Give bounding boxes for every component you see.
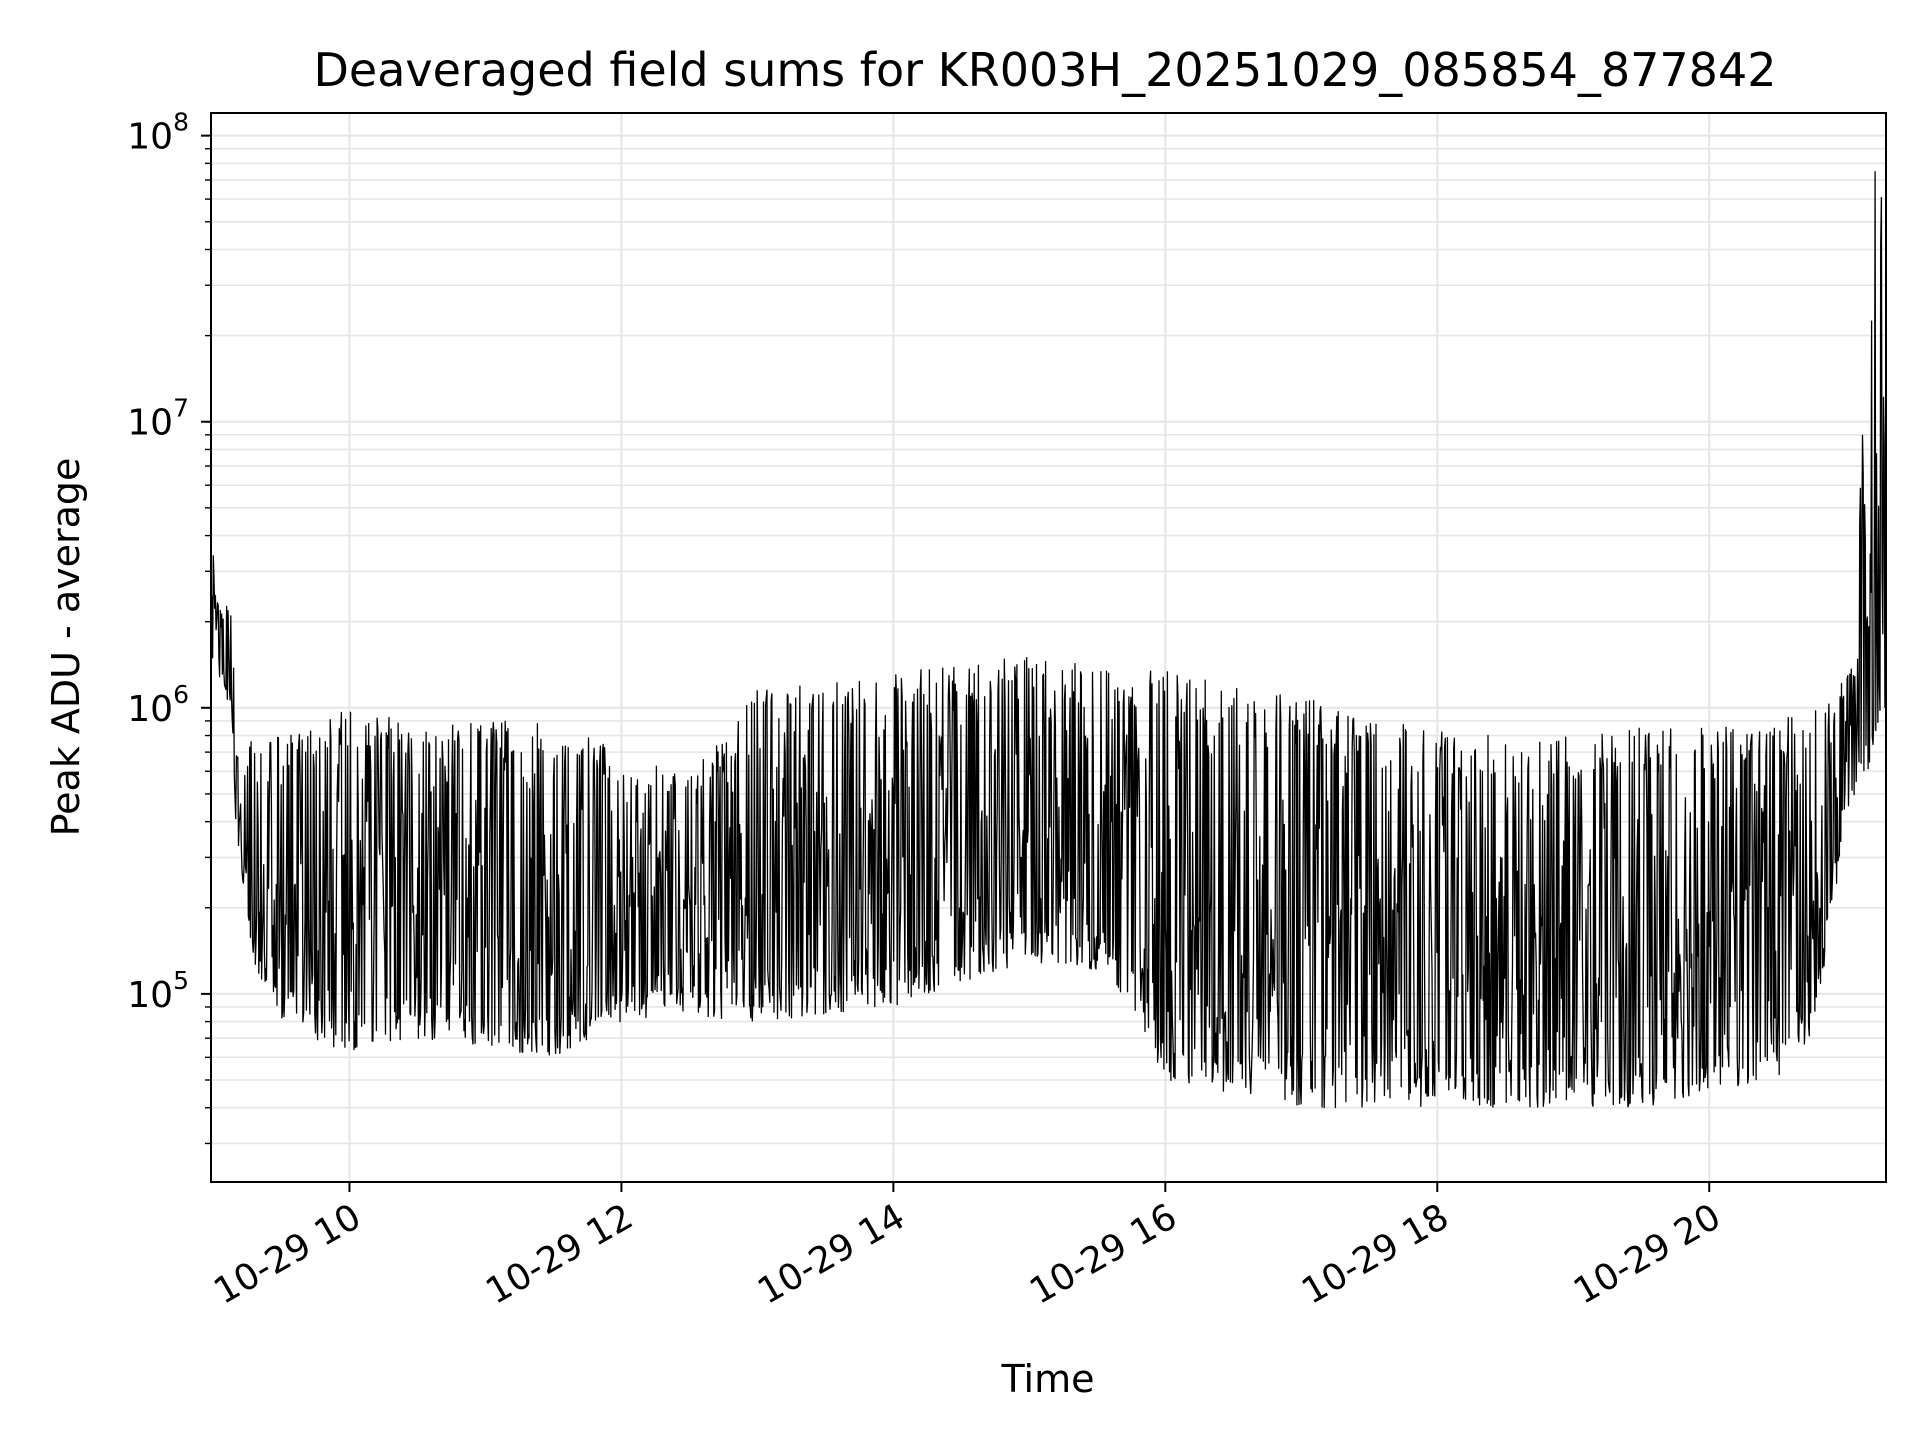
plot-area [211,171,1886,1109]
series-line [211,171,1886,1109]
y-tick-label: 107 [127,394,189,444]
y-tick-label: 105 [127,966,189,1016]
chart-title: Deaveraged field sums for KR003H_2025102… [314,43,1777,97]
x-axis-label: Time [1001,1357,1095,1401]
plot-frame [210,112,1887,1183]
y-tick-label: 106 [127,680,189,730]
y-axis: 105 106 107 108 [127,108,211,1145]
series-layer [211,171,1886,1109]
y-axis-label: Peak ADU - average [44,458,88,837]
y-tick-label: 108 [127,108,189,158]
